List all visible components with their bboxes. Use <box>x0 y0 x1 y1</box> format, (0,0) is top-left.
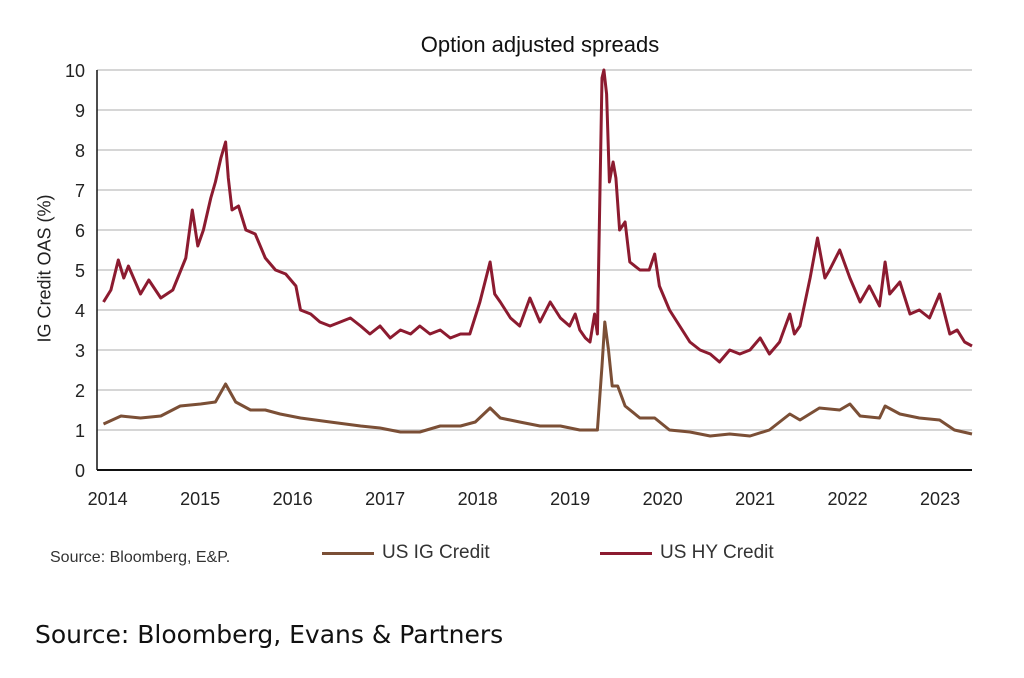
y-tick-label: 8 <box>75 141 85 161</box>
x-tick-label: 2014 <box>88 489 128 509</box>
x-tick-label: 2020 <box>643 489 683 509</box>
y-tick-label: 0 <box>75 461 85 481</box>
x-tick-label: 2015 <box>180 489 220 509</box>
y-tick-label: 2 <box>75 381 85 401</box>
y-tick-labels: 0 1 2 3 4 5 6 7 8 9 10 <box>65 61 85 481</box>
y-tick-label: 7 <box>75 181 85 201</box>
y-tick-label: 1 <box>75 421 85 441</box>
legend-label-ig: US IG Credit <box>382 542 490 563</box>
x-tick-label: 2019 <box>550 489 590 509</box>
x-tick-label: 2023 <box>920 489 960 509</box>
legend: Source: Bloomberg, E&P. US IG Credit US … <box>0 540 1024 570</box>
x-tick-label: 2017 <box>365 489 405 509</box>
legend-label-hy: US HY Credit <box>660 542 774 563</box>
x-tick-label: 2021 <box>735 489 775 509</box>
y-tick-label: 5 <box>75 261 85 281</box>
series-lines <box>102 68 973 438</box>
legend-swatch-hy <box>600 551 652 555</box>
x-tick-label: 2022 <box>828 489 868 509</box>
chart: 0 1 2 3 4 5 6 7 8 9 10 2014 2015 2016 2017 2018 2019 202… <box>65 61 973 509</box>
legend-item-hy: US HY Credit <box>600 540 774 566</box>
series-line-us-hy-credit <box>102 68 973 364</box>
y-tick-label: 10 <box>65 61 85 81</box>
series-line-us-ig-credit <box>102 320 973 438</box>
source-note: Source: Bloomberg, E&P. <box>50 549 231 566</box>
y-tick-label: 4 <box>75 301 85 321</box>
x-tick-label: 2016 <box>273 489 313 509</box>
x-tick-label: 2018 <box>458 489 498 509</box>
y-tick-label: 3 <box>75 341 85 361</box>
y-tick-label: 9 <box>75 101 85 121</box>
legend-swatch-ig <box>322 551 374 555</box>
legend-item-ig: US IG Credit <box>322 540 490 566</box>
chart-title: Option adjusted spreads <box>420 32 660 57</box>
y-axis-label: IG Credit OAS (%) <box>34 194 55 343</box>
y-tick-label: 6 <box>75 221 85 241</box>
x-tick-labels: 2014 2015 2016 2017 2018 2019 2020 2021 2022 2023 <box>88 489 960 509</box>
grid-lines <box>97 69 972 431</box>
caption: Source: Bloomberg, Evans & Partners <box>35 620 504 649</box>
